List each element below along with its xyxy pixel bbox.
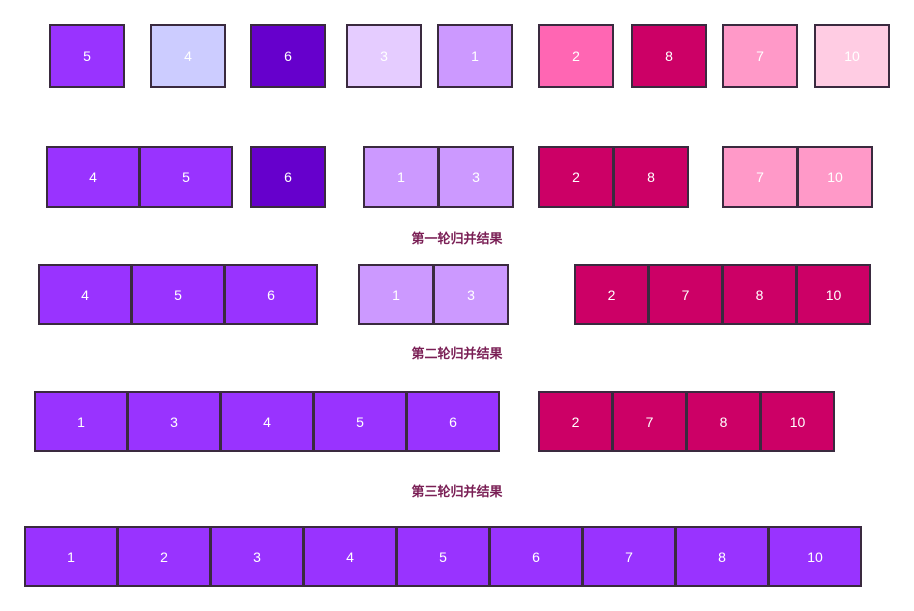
sort-cell: 2	[538, 146, 614, 208]
sort-cell: 7	[722, 146, 798, 208]
sort-cell: 1	[358, 264, 434, 325]
sort-cell: 3	[438, 146, 514, 208]
sort-cell: 5	[313, 391, 407, 452]
sort-cell: 8	[686, 391, 761, 452]
sort-cell: 3	[210, 526, 304, 587]
sort-cell: 6	[250, 24, 326, 88]
sort-cell: 3	[346, 24, 422, 88]
sort-cell: 4	[220, 391, 314, 452]
stage-caption: 第三轮归并结果	[411, 485, 503, 500]
sort-cell: 7	[722, 24, 798, 88]
stage-caption: 第一轮归并结果	[411, 232, 503, 247]
sort-cell: 1	[437, 24, 513, 88]
sort-cell: 8	[675, 526, 769, 587]
sort-cell: 7	[582, 526, 676, 587]
sort-cell: 5	[396, 526, 490, 587]
sort-cell: 10	[796, 264, 871, 325]
sort-cell: 3	[433, 264, 509, 325]
sort-cell: 2	[538, 24, 614, 88]
sort-cell: 4	[38, 264, 132, 325]
sort-cell: 2	[538, 391, 613, 452]
sort-cell: 7	[612, 391, 687, 452]
sort-cell: 8	[722, 264, 797, 325]
sort-cell: 5	[139, 146, 233, 208]
sort-cell: 2	[117, 526, 211, 587]
sort-cell: 6	[224, 264, 318, 325]
sort-cell: 4	[150, 24, 226, 88]
sort-cell: 10	[768, 526, 862, 587]
sort-cell: 6	[406, 391, 500, 452]
sort-cell: 10	[814, 24, 890, 88]
sort-cell: 6	[250, 146, 326, 208]
sort-cell: 8	[613, 146, 689, 208]
sort-cell: 7	[648, 264, 723, 325]
sort-cell: 1	[363, 146, 439, 208]
sort-cell: 10	[760, 391, 835, 452]
sort-cell: 5	[131, 264, 225, 325]
sort-cell: 1	[34, 391, 128, 452]
sort-cell: 10	[797, 146, 873, 208]
sort-cell: 2	[574, 264, 649, 325]
sort-cell: 5	[49, 24, 125, 88]
sort-cell: 1	[24, 526, 118, 587]
sort-cell: 4	[303, 526, 397, 587]
sort-cell: 6	[489, 526, 583, 587]
stage-caption: 第二轮归并结果	[411, 347, 503, 362]
sort-cell: 8	[631, 24, 707, 88]
sort-cell: 4	[46, 146, 140, 208]
sort-cell: 3	[127, 391, 221, 452]
